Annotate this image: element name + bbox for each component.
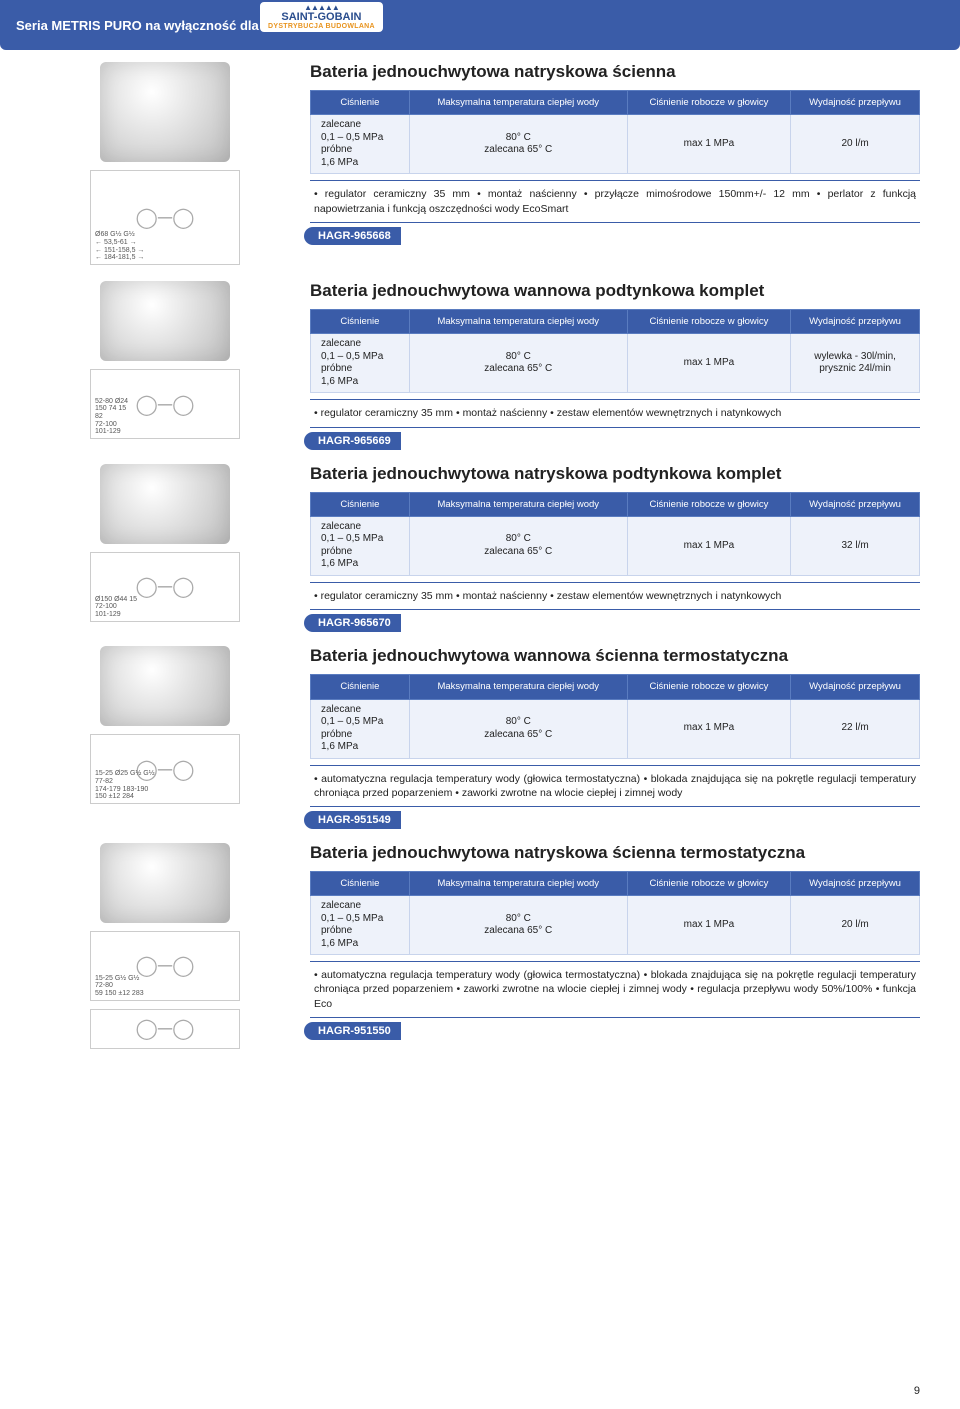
- bullets: • automatyczna regulacja temperatury wod…: [310, 961, 920, 1018]
- product-photo: [100, 281, 230, 361]
- product-row: 52-80 Ø24 150 74 15 82 72-100 101-129 Ba…: [0, 269, 960, 452]
- logo-sub: DYSTRYBUCJA BUDOWLANA: [268, 23, 375, 30]
- td-head: max 1 MPa: [627, 334, 790, 393]
- spec-table: Ciśnienie Maksymalna temperatura ciepłej…: [310, 871, 920, 955]
- product-title: Bateria jednouchwytowa natryskowa ścienn…: [310, 843, 920, 863]
- th-flow: Wydajność przepływu: [791, 91, 920, 115]
- series-text: Seria METRIS PURO na wyłączność dla: [16, 18, 259, 33]
- th-head: Ciśnienie robocze w głowicy: [627, 675, 790, 699]
- td-head: max 1 MPa: [627, 115, 790, 174]
- logo-main: SAINT-GOBAIN: [268, 12, 375, 23]
- th-head: Ciśnienie robocze w głowicy: [627, 492, 790, 516]
- right-col: Bateria jednouchwytowa wannowa ścienna t…: [310, 638, 920, 831]
- diagram-dims: Ø68 G½ G½ ← 53,5-61 → ← 151-158,5 → ← 18…: [95, 231, 235, 262]
- th-pressure: Ciśnienie: [311, 492, 410, 516]
- product-row: 15-25 G½ G½ 72-80 59 150 ±12 283 Bateria…: [0, 831, 960, 1053]
- td-temp: 80° C zalecana 65° C: [409, 699, 627, 758]
- td-pressure: zalecane 0,1 – 0,5 MPa próbne 1,6 MPa: [311, 896, 410, 955]
- left-col: 52-80 Ø24 150 74 15 82 72-100 101-129: [20, 273, 310, 443]
- spec-table: Ciśnienie Maksymalna temperatura ciepłej…: [310, 309, 920, 393]
- td-temp: 80° C zalecana 65° C: [409, 115, 627, 174]
- product-row: 15-25 Ø25 G½ G½ 77-82 174-179 183-190 15…: [0, 634, 960, 831]
- left-col: Ø150 Ø44 15 72-100 101-129: [20, 456, 310, 626]
- product-row: Ø68 G½ G½ ← 53,5-61 → ← 151-158,5 → ← 18…: [0, 50, 960, 269]
- product-photo: [100, 646, 230, 726]
- spec-table: Ciśnienie Maksymalna temperatura ciepłej…: [310, 90, 920, 174]
- td-flow: 22 l/m: [791, 699, 920, 758]
- td-temp: 80° C zalecana 65° C: [409, 896, 627, 955]
- product-row: Ø150 Ø44 15 72-100 101-129 Bateria jedno…: [0, 452, 960, 635]
- bullets: • regulator ceramiczny 35 mm • montaż na…: [310, 582, 920, 610]
- td-head: max 1 MPa: [627, 699, 790, 758]
- th-flow: Wydajność przepływu: [791, 675, 920, 699]
- td-pressure: zalecane 0,1 – 0,5 MPa próbne 1,6 MPa: [311, 516, 410, 575]
- th-temp: Maksymalna temperatura ciepłej wody: [409, 492, 627, 516]
- td-pressure: zalecane 0,1 – 0,5 MPa próbne 1,6 MPa: [311, 115, 410, 174]
- tech-diagram: 15-25 Ø25 G½ G½ 77-82 174-179 183-190 15…: [90, 734, 240, 804]
- th-temp: Maksymalna temperatura ciepłej wody: [409, 91, 627, 115]
- right-col: Bateria jednouchwytowa natryskowa ścienn…: [310, 54, 920, 247]
- bullets: • automatyczna regulacja temperatury wod…: [310, 765, 920, 807]
- th-head: Ciśnienie robocze w głowicy: [627, 91, 790, 115]
- product-photo: [100, 843, 230, 923]
- page-number: 9: [914, 1385, 920, 1397]
- right-col: Bateria jednouchwytowa wannowa podtynkow…: [310, 273, 920, 452]
- th-pressure: Ciśnienie: [311, 310, 410, 334]
- product-title: Bateria jednouchwytowa wannowa podtynkow…: [310, 281, 920, 301]
- sku-bar: HAGR-965669: [304, 432, 401, 450]
- product-photo: [100, 464, 230, 544]
- th-pressure: Ciśnienie: [311, 871, 410, 895]
- header-band: Seria METRIS PURO na wyłączność dla ▲▲▲▲…: [0, 0, 960, 50]
- left-col: 15-25 Ø25 G½ G½ 77-82 174-179 183-190 15…: [20, 638, 310, 808]
- left-col: 15-25 G½ G½ 72-80 59 150 ±12 283: [20, 835, 310, 1053]
- diagram-dims: Ø150 Ø44 15 72-100 101-129: [95, 596, 235, 619]
- th-pressure: Ciśnienie: [311, 91, 410, 115]
- td-flow: 32 l/m: [791, 516, 920, 575]
- product-title: Bateria jednouchwytowa natryskowa ścienn…: [310, 62, 920, 82]
- th-head: Ciśnienie robocze w głowicy: [627, 871, 790, 895]
- diagram-dims: 15-25 G½ G½ 72-80 59 150 ±12 283: [95, 975, 235, 998]
- sku-bar: HAGR-965668: [304, 227, 401, 245]
- sku-bar: HAGR-951549: [304, 811, 401, 829]
- tech-diagram: Ø150 Ø44 15 72-100 101-129: [90, 552, 240, 622]
- td-head: max 1 MPa: [627, 896, 790, 955]
- td-pressure: zalecane 0,1 – 0,5 MPa próbne 1,6 MPa: [311, 699, 410, 758]
- th-temp: Maksymalna temperatura ciepłej wody: [409, 310, 627, 334]
- td-flow: 20 l/m: [791, 115, 920, 174]
- product-photo: [100, 62, 230, 162]
- tech-diagram: Ø68 G½ G½ ← 53,5-61 → ← 151-158,5 → ← 18…: [90, 170, 240, 265]
- spec-table: Ciśnienie Maksymalna temperatura ciepłej…: [310, 492, 920, 576]
- product-title: Bateria jednouchwytowa wannowa ścienna t…: [310, 646, 920, 666]
- th-head: Ciśnienie robocze w głowicy: [627, 310, 790, 334]
- th-flow: Wydajność przepływu: [791, 871, 920, 895]
- bullets: • regulator ceramiczny 35 mm • montaż na…: [310, 180, 920, 222]
- tech-diagram-2: [90, 1009, 240, 1049]
- th-temp: Maksymalna temperatura ciepłej wody: [409, 675, 627, 699]
- td-temp: 80° C zalecana 65° C: [409, 334, 627, 393]
- sku-bar: HAGR-951550: [304, 1022, 401, 1040]
- td-pressure: zalecane 0,1 – 0,5 MPa próbne 1,6 MPa: [311, 334, 410, 393]
- th-temp: Maksymalna temperatura ciepłej wody: [409, 871, 627, 895]
- td-flow: wylewka - 30l/min, prysznic 24l/min: [791, 334, 920, 393]
- right-col: Bateria jednouchwytowa natryskowa podtyn…: [310, 456, 920, 635]
- diagram-dims: 52-80 Ø24 150 74 15 82 72-100 101-129: [95, 398, 235, 436]
- spec-table: Ciśnienie Maksymalna temperatura ciepłej…: [310, 674, 920, 758]
- left-col: Ø68 G½ G½ ← 53,5-61 → ← 151-158,5 → ← 18…: [20, 54, 310, 269]
- th-flow: Wydajność przepływu: [791, 310, 920, 334]
- tech-diagram: 52-80 Ø24 150 74 15 82 72-100 101-129: [90, 369, 240, 439]
- sku-bar: HAGR-965670: [304, 614, 401, 632]
- tech-diagram: 15-25 G½ G½ 72-80 59 150 ±12 283: [90, 931, 240, 1001]
- td-temp: 80° C zalecana 65° C: [409, 516, 627, 575]
- th-pressure: Ciśnienie: [311, 675, 410, 699]
- td-flow: 20 l/m: [791, 896, 920, 955]
- right-col: Bateria jednouchwytowa natryskowa ścienn…: [310, 835, 920, 1042]
- th-flow: Wydajność przepływu: [791, 492, 920, 516]
- product-title: Bateria jednouchwytowa natryskowa podtyn…: [310, 464, 920, 484]
- diagram-dims: 15-25 Ø25 G½ G½ 77-82 174-179 183-190 15…: [95, 770, 235, 801]
- td-head: max 1 MPa: [627, 516, 790, 575]
- saint-gobain-logo: ▲▲▲▲▲ SAINT-GOBAIN DYSTRYBUCJA BUDOWLANA: [260, 2, 383, 32]
- bullets: • regulator ceramiczny 35 mm • montaż na…: [310, 399, 920, 427]
